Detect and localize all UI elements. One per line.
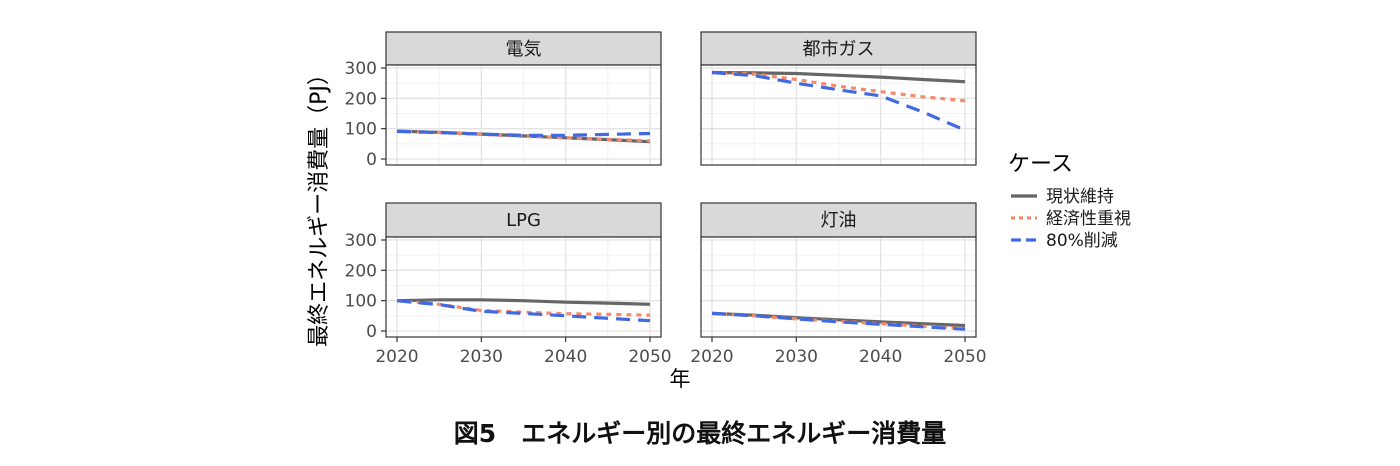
series-line bbox=[396, 129, 651, 143]
facet-strip bbox=[700, 202, 977, 238]
facet-panel: LPG 0 100 200 300 2020 2030 2040 2050 bbox=[345, 202, 672, 367]
facet-strip bbox=[385, 31, 662, 66]
legend-label: 現状維持 bbox=[1046, 187, 1114, 207]
y-tick-label: 300 bbox=[345, 59, 377, 79]
x-tick-label: 2050 bbox=[943, 347, 986, 367]
x-tick-label: 2030 bbox=[460, 347, 503, 367]
y-tick-label: 200 bbox=[345, 89, 377, 109]
facet-panel: 電気 0 100 200 300 bbox=[345, 31, 662, 170]
series-line bbox=[711, 311, 966, 331]
legend-label: 80%削減 bbox=[1046, 231, 1118, 251]
y-tick-label: 100 bbox=[345, 292, 377, 312]
y-axis-title: 最終エネルギー消費量（PJ） bbox=[307, 63, 332, 347]
y-tick-label: 0 bbox=[366, 322, 377, 342]
panel-border bbox=[385, 236, 662, 338]
facet-strip bbox=[385, 202, 662, 238]
legend-title: ケース bbox=[1008, 152, 1073, 177]
y-tick-label: 300 bbox=[345, 231, 377, 251]
x-tick-label: 2020 bbox=[375, 347, 418, 367]
facet-strip-label: 都市ガス bbox=[803, 39, 875, 60]
series-line bbox=[396, 298, 651, 306]
y-tick-label: 200 bbox=[345, 261, 377, 281]
facet-panels: 電気 0 100 200 300 都市ガス LPG 0 100 200 300 2020 2030 204… bbox=[345, 31, 987, 367]
x-tick-label: 2020 bbox=[690, 347, 733, 367]
facet-strip-label: 灯油 bbox=[821, 210, 857, 231]
y-tick-label: 100 bbox=[345, 120, 377, 140]
facet-strip bbox=[700, 31, 977, 66]
series-line bbox=[711, 70, 966, 103]
facet-strip-label: 電気 bbox=[506, 39, 542, 60]
x-tick-label: 2040 bbox=[544, 347, 587, 367]
legend-label: 経済性重視 bbox=[1046, 209, 1131, 229]
x-axis-title: 年 bbox=[670, 367, 691, 391]
panel-border bbox=[385, 64, 662, 166]
facet-panel: 灯油 2020 2030 2040 2050 bbox=[690, 202, 987, 367]
y-tick-label: 0 bbox=[366, 150, 377, 170]
series-line bbox=[396, 129, 651, 137]
facet-strip-label: LPG bbox=[506, 210, 541, 231]
panel-border bbox=[700, 236, 977, 338]
x-tick-label: 2030 bbox=[775, 347, 818, 367]
facet-panel: 都市ガス bbox=[700, 31, 977, 166]
panel-border bbox=[700, 64, 977, 166]
figure-caption: 図5 エネルギー別の最終エネルギー消費量 bbox=[453, 419, 947, 448]
series-line bbox=[396, 299, 651, 317]
series-line bbox=[396, 299, 651, 323]
x-tick-label: 2050 bbox=[628, 347, 671, 367]
x-tick-label: 2040 bbox=[859, 347, 902, 367]
